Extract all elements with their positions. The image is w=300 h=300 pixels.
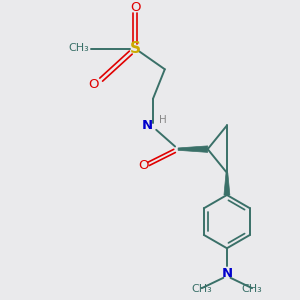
Text: CH₃: CH₃ <box>191 284 212 294</box>
Text: CH₃: CH₃ <box>69 43 89 53</box>
Text: O: O <box>138 159 148 172</box>
Text: O: O <box>88 78 99 91</box>
Text: S: S <box>130 41 141 56</box>
Text: N: N <box>142 119 153 132</box>
Polygon shape <box>224 173 230 195</box>
Text: CH₃: CH₃ <box>242 284 262 294</box>
Text: O: O <box>130 1 140 13</box>
Text: H: H <box>158 115 166 124</box>
Text: N: N <box>221 267 233 280</box>
Polygon shape <box>178 146 208 152</box>
